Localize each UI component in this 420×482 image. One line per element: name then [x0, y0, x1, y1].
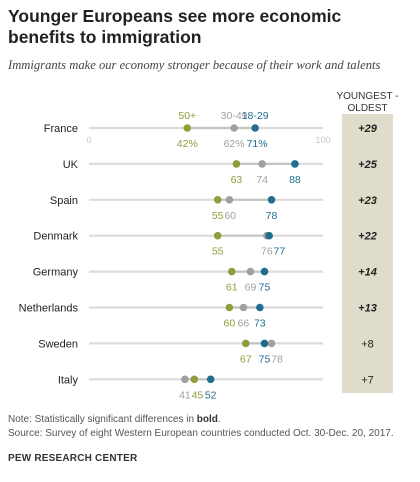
dot-50+: [225, 303, 234, 312]
difference-value: +7: [361, 374, 374, 386]
note-prefix: Note: Statistically significant differen…: [8, 414, 197, 425]
axis-min-label: 0: [86, 135, 91, 145]
country-label: Netherlands: [19, 303, 79, 315]
dot-50+: [227, 267, 236, 276]
dot-18-29: [256, 303, 264, 312]
value-label-30-49: 74: [256, 174, 268, 186]
country-label: Sweden: [38, 338, 78, 350]
dot-50+: [232, 160, 241, 168]
dot-30-49: [258, 160, 266, 168]
value-label-30-49: 69: [245, 282, 257, 294]
value-label-30-49: 66: [238, 318, 250, 330]
source-note: Source: Survey of eight Western European…: [8, 428, 394, 439]
dot-18-29: [291, 160, 299, 168]
dot-30-49: [267, 339, 276, 348]
difference-value: +8: [361, 338, 374, 350]
difference-column-background: [342, 114, 393, 393]
dot-30-49: [181, 375, 189, 384]
chart-subtitle: Immigrants make our economy stronger bec…: [8, 58, 381, 72]
value-label-18-29: 75: [259, 282, 271, 294]
country-label: Italy: [58, 374, 79, 386]
value-label-18-29: 71%: [247, 138, 268, 150]
country-label: Germany: [33, 267, 79, 279]
value-label-18-29: 88: [289, 174, 301, 186]
difference-value: +22: [358, 231, 377, 243]
value-label-50+: 67: [240, 353, 252, 365]
brand-logo-text: PEW RESEARCH CENTER: [8, 453, 138, 464]
value-label-50+: 55: [212, 210, 224, 222]
value-label-50+: 63: [231, 174, 243, 186]
difference-value: +23: [358, 195, 377, 207]
country-label: Spain: [50, 195, 78, 207]
note-suffix: .: [217, 414, 221, 425]
dot-50+: [241, 339, 250, 348]
dot-50+: [183, 124, 192, 132]
difference-value: +29: [358, 123, 378, 135]
legend-label-18-29: 18-29: [242, 110, 269, 122]
country-label: France: [44, 123, 78, 135]
value-label-18-29: 78: [266, 210, 278, 222]
dot-18-29: [260, 267, 269, 276]
country-label: Denmark: [33, 231, 78, 243]
value-label-18-29: 75: [259, 353, 271, 365]
value-label-30-49: 76: [261, 246, 273, 258]
difference-value: +13: [358, 303, 377, 315]
value-label-18-29: 73: [254, 318, 266, 330]
value-label-30-49: 41: [179, 389, 191, 401]
value-label-18-29: 52: [205, 389, 217, 401]
value-label-50+: 42%: [177, 138, 198, 150]
value-label-30-49: 62%: [224, 138, 245, 150]
value-label-50+: 45: [192, 389, 204, 401]
legend-label-50+: 50+: [178, 110, 196, 122]
difference-value: +14: [358, 267, 377, 279]
dot-18-29: [206, 375, 215, 384]
value-label-50+: 61: [226, 282, 238, 294]
value-label-50+: 55: [212, 246, 224, 258]
note-bold: bold: [196, 414, 218, 425]
dot-30-49: [230, 124, 238, 132]
dot-50+: [213, 231, 222, 240]
value-label-18-29: 77: [273, 246, 285, 258]
axis-max-label: 100: [315, 135, 330, 145]
value-label-50+: 60: [224, 318, 236, 330]
legend-label-30-49: 30-49: [221, 110, 248, 122]
difference-value: +25: [358, 159, 378, 171]
country-label: UK: [63, 159, 79, 171]
dot-50+: [190, 375, 199, 384]
dot-18-29: [251, 124, 259, 132]
chart-title: Younger Europeans see more economic bene…: [8, 6, 342, 47]
difference-header-line: YOUNGEST -: [336, 91, 398, 102]
value-label-30-49: 78: [271, 353, 283, 365]
dot-18-29: [260, 339, 269, 348]
note: Note: Statistically significant differen…: [8, 414, 221, 425]
dot-30-49: [225, 196, 234, 204]
dot-18-29: [267, 196, 276, 204]
value-label-30-49: 60: [224, 210, 236, 222]
dot-30-49: [239, 303, 248, 312]
dot-30-49: [246, 267, 255, 276]
dot-50+: [213, 196, 222, 204]
difference-header-line: OLDEST: [347, 103, 387, 114]
dot-18-29: [265, 231, 273, 240]
